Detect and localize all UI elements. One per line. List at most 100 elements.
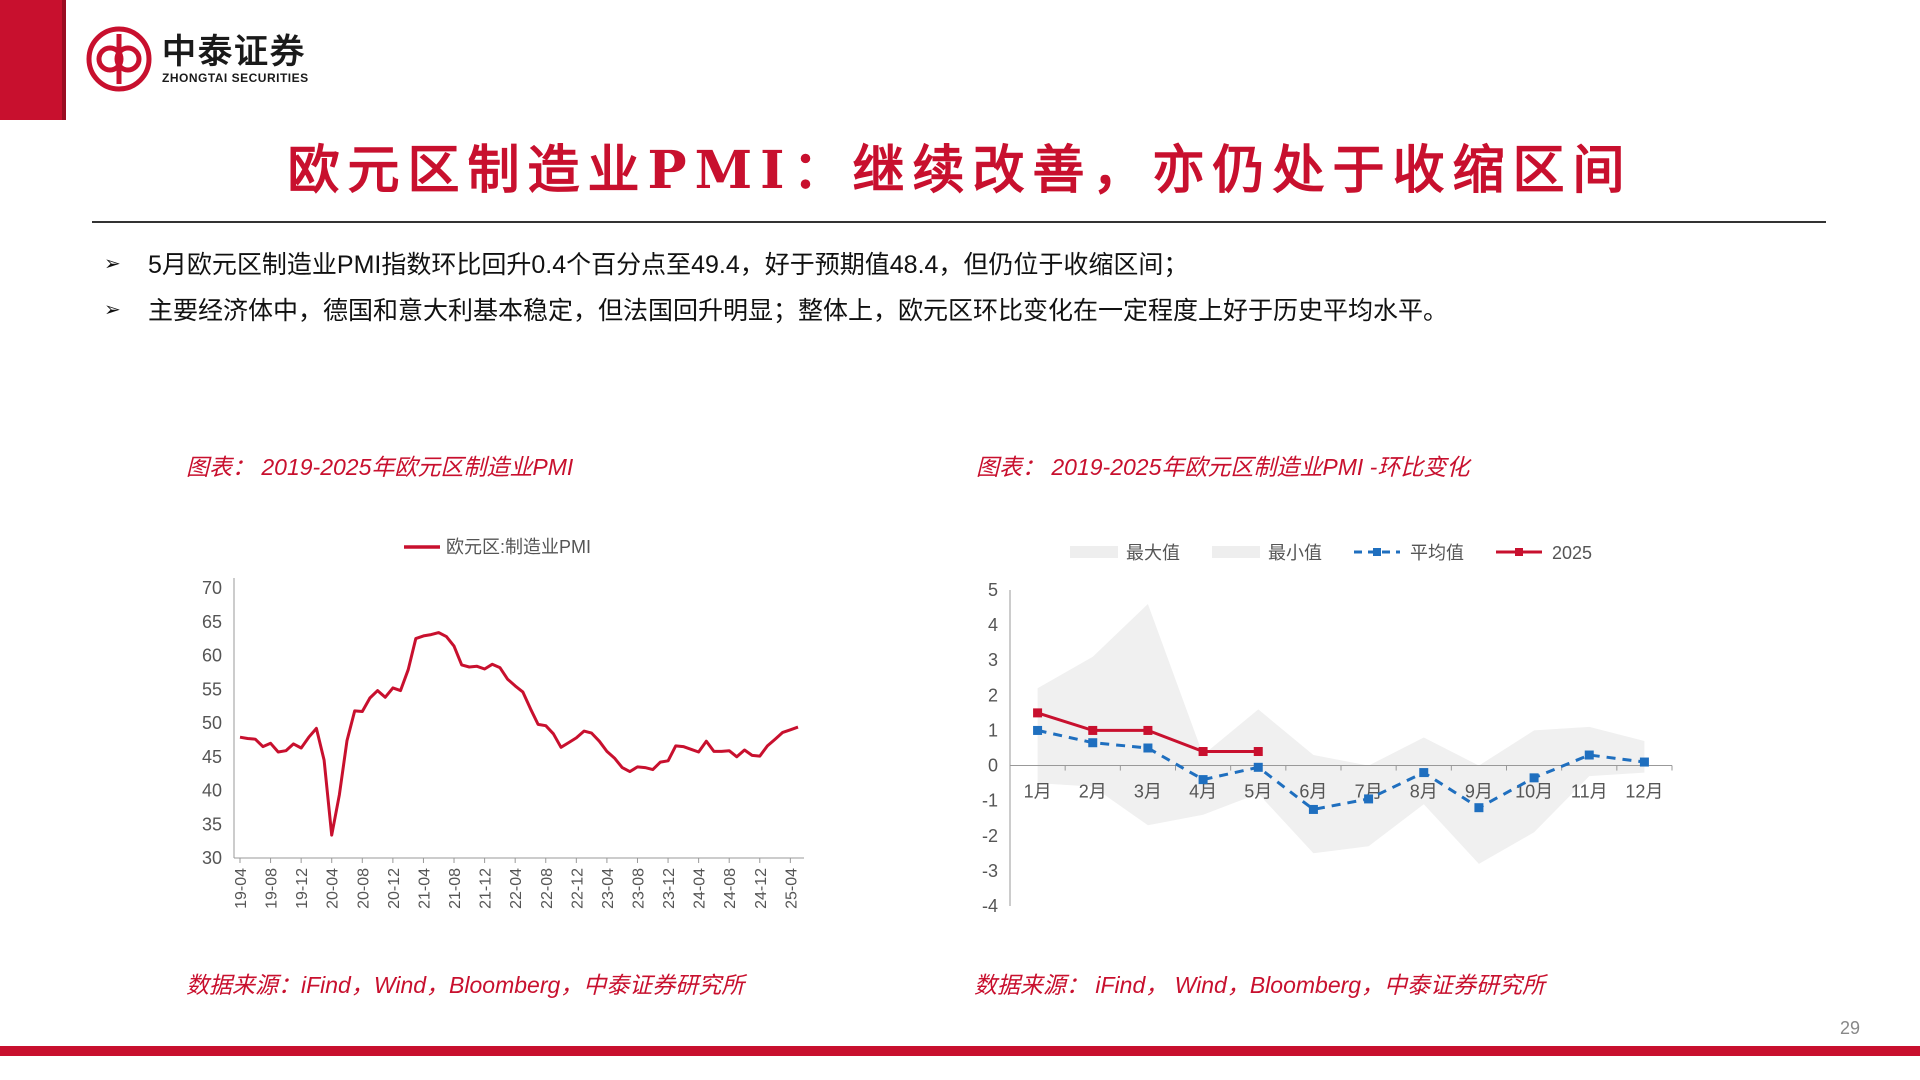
x-tick-label: 6月 (1299, 782, 1327, 802)
legend-swatch-min (1212, 546, 1260, 558)
legend-label: 2025 (1552, 543, 1592, 563)
y-tick-label: 3 (988, 650, 998, 670)
series-2025-point (1088, 725, 1098, 735)
left-legend: 欧元区:制造业PMI (404, 537, 591, 557)
average-point (1143, 743, 1153, 753)
legend-label: 最大值 (1126, 543, 1180, 563)
x-tick-label: 12月 (1625, 782, 1663, 802)
page-number: 29 (1839, 1018, 1860, 1038)
arrow-right-icon: ➢ (104, 252, 121, 275)
x-tick-label: 24-04 (692, 868, 709, 909)
y-tick-label: 60 (202, 646, 222, 666)
y-tick-label: -4 (982, 896, 998, 916)
x-tick-label: 20-04 (325, 868, 342, 909)
left-chart-source: 数据来源：iFind，Wind，Bloomberg，中泰证券研究所 (186, 972, 745, 998)
average-point (1088, 738, 1098, 748)
bullet-item: ➢ 5月欧元区制造业PMI指数环比回升0.4个百分点至49.4，好于预期值48.… (104, 240, 1448, 286)
company-logo: 中泰证券 ZHONGTAI SECURITIES (86, 26, 309, 92)
series-2025-point (1253, 747, 1263, 757)
y-tick-label: -2 (982, 826, 998, 846)
x-tick-label: 23-12 (661, 868, 678, 909)
footer-bar (0, 1046, 1920, 1056)
x-tick-label: 11月 (1571, 782, 1608, 802)
y-tick-label: 50 (202, 713, 222, 733)
title-divider (92, 221, 1826, 223)
average-point (1584, 750, 1594, 760)
bullet-list: ➢ 5月欧元区制造业PMI指数环比回升0.4个百分点至49.4，好于预期值48.… (104, 240, 1448, 332)
x-tick-label: 22-08 (539, 868, 556, 909)
y-tick-label: 5 (988, 580, 998, 600)
legend-label: 平均值 (1410, 543, 1464, 563)
x-tick-label: 7月 (1355, 782, 1383, 802)
y-tick-label: -1 (982, 791, 998, 811)
zhongtai-logo-icon (86, 26, 152, 92)
arrow-right-icon: ➢ (104, 298, 121, 321)
logo-chinese-name: 中泰证券 (162, 33, 306, 71)
header-accent-bar (0, 0, 62, 120)
average-point (1308, 804, 1318, 814)
legend-marker-2025 (1515, 548, 1523, 556)
range-band-area (1037, 604, 1645, 864)
y-tick-label: 65 (202, 612, 222, 632)
average-series-line (1037, 728, 1645, 811)
bullet-item: ➢ 主要经济体中，德国和意大利基本稳定，但法国回升明显；整体上，欧元区环比变化在… (104, 286, 1448, 332)
slide-title: 欧元区制造业PMI：继续改善，亦仍处于收缩区间 (287, 140, 1633, 201)
x-tick-label: 22-12 (569, 868, 586, 909)
right-chart: 最大值 最小值 平均值 2025 -4 -3 -2 -1 0 1 2 3 4 5 1月 2月 3月 4月 5月 6月 7… (982, 543, 1673, 916)
x-tick-label: 22-04 (508, 868, 525, 909)
x-tick-label: 20-08 (355, 868, 372, 909)
x-tick-label: 21-08 (447, 868, 464, 909)
y-tick-label: 4 (988, 615, 998, 635)
average-point (1198, 775, 1208, 785)
x-tick-label: 2月 (1079, 782, 1107, 802)
series-2025-point (1198, 747, 1208, 757)
y-tick-label: 70 (202, 578, 222, 598)
x-tick-label: 24-12 (753, 868, 770, 909)
y-tick-label: 30 (202, 848, 222, 868)
y-tick-label: 0 (988, 756, 998, 776)
average-point (1253, 762, 1263, 772)
x-tick-label: 19-08 (264, 868, 281, 909)
series-2025-point (1143, 725, 1153, 735)
x-tick-label: 4月 (1189, 782, 1217, 802)
right-chart-source: 数据来源： iFind， Wind，Bloomberg，中泰证券研究所 (974, 972, 1546, 998)
bullet-text: 5月欧元区制造业PMI指数环比回升0.4个百分点至49.4，好于预期值48.4，… (148, 251, 1189, 279)
x-tick-label: 1月 (1024, 782, 1052, 802)
legend-label: 最小值 (1268, 543, 1322, 563)
x-tick-label: 23-08 (630, 868, 647, 909)
x-tick-label: 23-04 (600, 868, 617, 909)
y-tick-label: -3 (982, 861, 998, 881)
x-tick-label: 19-12 (294, 868, 311, 909)
x-tick-label: 25-04 (783, 868, 800, 909)
y-tick-label: 2 (988, 685, 998, 705)
logo-english-name: ZHONGTAI SECURITIES (162, 71, 309, 85)
average-point (1419, 768, 1429, 778)
left-chart-caption: 图表： 2019-2025年欧元区制造业PMI (186, 454, 574, 480)
average-point (1364, 794, 1374, 804)
x-tick-label: 3月 (1134, 782, 1162, 802)
x-tick-label: 21-12 (478, 868, 495, 909)
x-tick-label: 19-04 (233, 868, 250, 909)
right-chart-caption: 图表： 2019-2025年欧元区制造业PMI -环比变化 (976, 454, 1470, 480)
left-chart: 欧元区:制造业PMI 30 35 40 45 50 55 60 65 70 19-04 19-08 19… (202, 537, 804, 909)
x-tick-label: 20-12 (386, 868, 403, 909)
y-tick-label: 45 (202, 747, 222, 767)
x-tick-label: 21-04 (416, 868, 433, 909)
y-tick-label: 35 (202, 814, 222, 834)
x-tick-label: 24-08 (722, 868, 739, 909)
x-tick-label: 5月 (1244, 782, 1272, 802)
x-tick-label: 10月 (1515, 782, 1553, 802)
pmi-series-line (239, 631, 799, 837)
series-2025-point (1033, 708, 1043, 718)
right-legend: 最大值 最小值 平均值 2025 (1070, 543, 1592, 563)
x-tick-label: 8月 (1410, 782, 1438, 802)
average-point (1474, 803, 1484, 813)
x-tick-label: 9月 (1465, 782, 1493, 802)
average-point (1033, 725, 1043, 735)
legend-label: 欧元区:制造业PMI (446, 537, 591, 557)
y-tick-label: 40 (202, 781, 222, 801)
header-accent-bar-edge (62, 0, 66, 120)
bullet-text: 主要经济体中，德国和意大利基本稳定，但法国回升明显；整体上，欧元区环比变化在一定… (148, 297, 1449, 325)
legend-marker-avg (1373, 548, 1381, 556)
average-point (1639, 757, 1649, 767)
